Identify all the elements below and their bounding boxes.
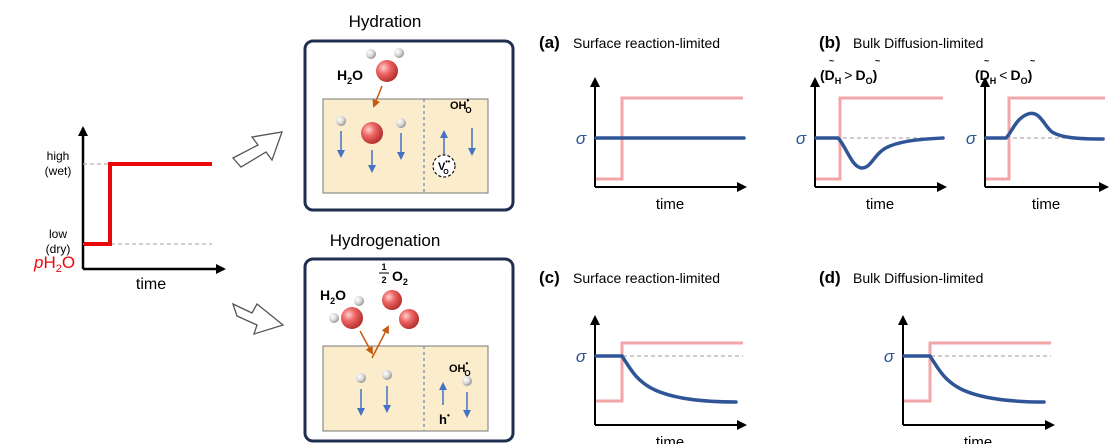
hydrogenation-diagram: Hydrogenation H2O 1 2 O2 OH• O h• xyxy=(303,231,515,443)
ph2o-step-line xyxy=(84,162,212,246)
panel-c-letter: (c) xyxy=(539,268,560,287)
time-label: time xyxy=(656,434,684,444)
proton-atom xyxy=(336,116,346,126)
low-label: low xyxy=(49,227,67,241)
sigma-label: σ xyxy=(796,129,807,148)
panel-b-title: Bulk Diffusion-limited xyxy=(853,35,983,51)
hydration-title: Hydration xyxy=(349,12,422,31)
sigma-label: σ xyxy=(576,129,587,148)
time-label: time xyxy=(866,196,894,213)
ph2o-step-plot: pH2O high (wet) low (dry) time xyxy=(33,126,226,293)
proton-atom xyxy=(356,373,366,383)
sigma-label: σ xyxy=(884,347,895,366)
condition-dh-lt-do: (DH < DO) xyxy=(975,67,1032,86)
wet-label: (wet) xyxy=(45,164,72,178)
panel-b-letter: (b) xyxy=(819,33,841,52)
hole-label: h• xyxy=(439,411,450,427)
oxygen-atom xyxy=(361,122,383,144)
h2o-formula: H2O xyxy=(337,67,363,86)
panel-d-letter: (d) xyxy=(819,268,841,287)
oxygen-vacancy xyxy=(432,154,456,178)
ph2o-label: pH2O xyxy=(33,253,75,275)
conductivity-curve xyxy=(594,354,738,404)
arrow-to-hydration-icon xyxy=(231,131,283,168)
proton-atom xyxy=(462,376,472,386)
conductivity-curve xyxy=(814,136,945,170)
hydrogen-atom xyxy=(329,313,339,323)
time-label: time xyxy=(656,196,684,213)
desorption-arrow xyxy=(371,325,389,359)
hydrogenation-slab xyxy=(322,345,489,432)
oxygen-atom xyxy=(382,290,402,310)
ph2o-step-faded xyxy=(596,341,743,403)
o2-formula: O2 xyxy=(392,268,408,287)
oxygen-atom xyxy=(341,307,363,329)
proton-atom xyxy=(396,118,406,128)
panel-a-letter: (a) xyxy=(539,33,560,52)
oxygen-atom xyxy=(376,60,398,82)
conductivity-curve xyxy=(902,354,1046,404)
panel-a-title: Surface reaction-limited xyxy=(573,35,720,51)
hydration-slab xyxy=(322,98,489,194)
time-label: time xyxy=(1032,196,1060,213)
half-denominator: 2 xyxy=(381,275,386,285)
oh-defect-label: OH• O xyxy=(450,96,472,115)
condition-dh-gt-do: (DH > DO) xyxy=(820,67,877,86)
oxygen-atom xyxy=(399,309,419,329)
panel-c-title: Surface reaction-limited xyxy=(573,270,720,286)
proton-atom xyxy=(382,370,392,380)
vacancy-label: V•• O xyxy=(438,159,451,176)
tilde-accent: ~ xyxy=(984,56,989,66)
hydrogen-atom xyxy=(354,296,364,306)
time-label: time xyxy=(964,434,992,444)
response-plots: σ time σ time σ time σ time σ time xyxy=(576,77,1109,444)
high-label: high xyxy=(47,149,70,163)
sigma-label: σ xyxy=(966,129,977,148)
ph2o-step-faded xyxy=(904,341,1051,403)
conductivity-curve xyxy=(984,111,1105,141)
hydrogenation-title: Hydrogenation xyxy=(330,231,441,250)
adsorption-arrow xyxy=(359,330,373,355)
sigma-label: σ xyxy=(576,347,587,366)
hydrogen-atom xyxy=(394,48,404,58)
tilde-accent: ~ xyxy=(1030,56,1035,66)
hydration-diagram: Hydration H2O OH• O V•• O xyxy=(303,12,515,212)
tilde-accent: ~ xyxy=(829,56,834,66)
adsorption-arrow xyxy=(372,85,383,108)
hydrogen-atom xyxy=(366,49,376,59)
panel-d-title: Bulk Diffusion-limited xyxy=(853,270,983,286)
oh-defect-label: OH• O xyxy=(449,359,471,378)
time-label: time xyxy=(136,276,166,293)
tilde-accent: ~ xyxy=(875,56,880,66)
h2o-formula: H2O xyxy=(320,287,346,306)
arrow-to-hydrogenation-icon xyxy=(231,302,285,335)
dry-label: (dry) xyxy=(46,242,71,256)
half-numerator: 1 xyxy=(381,262,386,272)
